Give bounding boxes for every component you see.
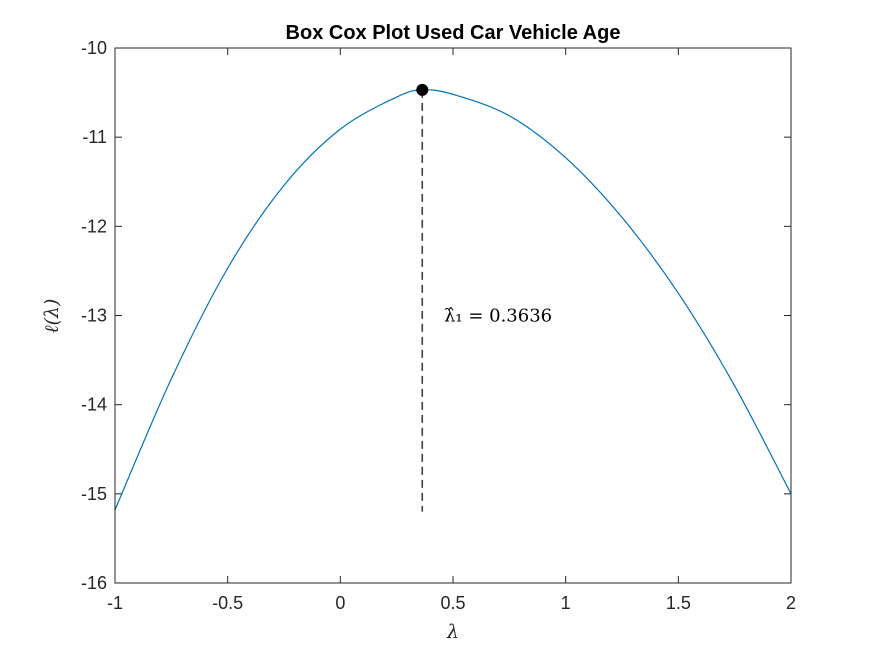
lambda-hat-annotation: λ̂₁ = 0.3636 [444, 306, 552, 327]
y-axis-ticks: -16 -15 -14 -13 -12 -11 -10 [81, 38, 791, 593]
x-tick-label: 1 [561, 593, 571, 613]
axes-frame [114, 47, 792, 584]
y-tick-label: -10 [81, 38, 107, 58]
x-tick-label: 0 [335, 593, 345, 613]
y-tick-label: -13 [81, 306, 107, 326]
axes-background [115, 48, 791, 583]
chart-title: Box Cox Plot Used Car Vehicle Age [286, 22, 621, 44]
y-tick-label: -12 [81, 216, 107, 236]
x-tick-label: 2 [786, 593, 796, 613]
y-tick-label: -14 [81, 395, 107, 415]
log-likelihood-curve [114, 89, 792, 511]
y-tick-label: -15 [81, 484, 107, 504]
x-tick-label: 0.5 [440, 593, 465, 613]
x-tick-label: -1 [107, 593, 123, 613]
optimum-marker [416, 83, 429, 96]
y-tick-label: -11 [82, 127, 107, 147]
y-axis-label: ℓ(λ) [41, 299, 63, 334]
y-tick-label: -16 [81, 573, 107, 593]
x-tick-label: -0.5 [212, 593, 243, 613]
x-axis-label: λ [446, 621, 459, 643]
x-tick-label: 1.5 [666, 593, 691, 613]
